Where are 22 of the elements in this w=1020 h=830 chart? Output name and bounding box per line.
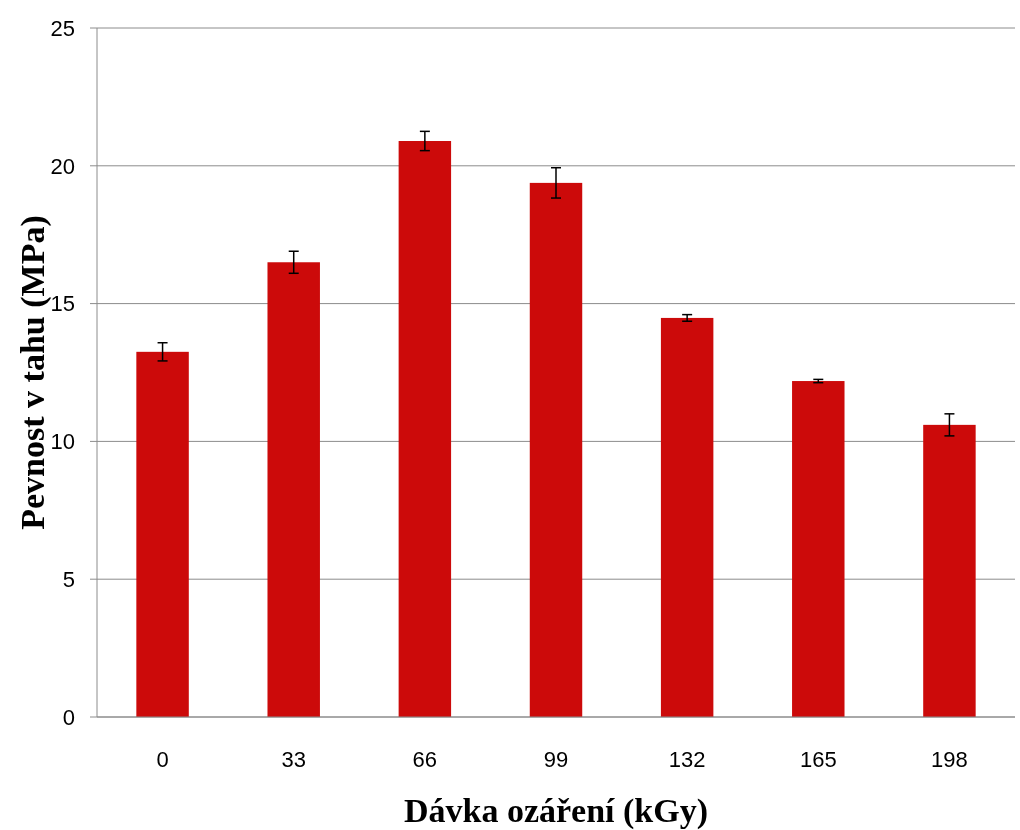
x-tick-label: 0	[156, 747, 169, 772]
x-tick-label: 198	[931, 747, 968, 772]
bar	[792, 381, 845, 717]
x-tick-label: 99	[543, 747, 569, 772]
bar	[529, 182, 583, 717]
x-axis-title: Dávka ozáření (kGy)	[403, 792, 709, 830]
y-tick-label: 25	[50, 15, 75, 41]
y-tick-label: 15	[50, 291, 75, 317]
x-tick-label: 33	[281, 747, 306, 772]
x-tick-label: 132	[668, 747, 706, 772]
x-tick-label: 66	[412, 747, 438, 772]
x-tick-label: 165	[799, 747, 837, 772]
bar	[267, 262, 320, 717]
bar	[660, 317, 714, 717]
y-tick-label: 0	[62, 704, 75, 730]
y-axis-title: Pevnost v tahu (MPa)	[14, 215, 52, 530]
bar	[136, 351, 189, 717]
bar	[398, 141, 452, 717]
y-tick-label: 10	[50, 429, 75, 455]
y-tick-label: 5	[62, 566, 75, 592]
bar	[923, 424, 976, 717]
y-tick-label: 20	[50, 153, 75, 179]
